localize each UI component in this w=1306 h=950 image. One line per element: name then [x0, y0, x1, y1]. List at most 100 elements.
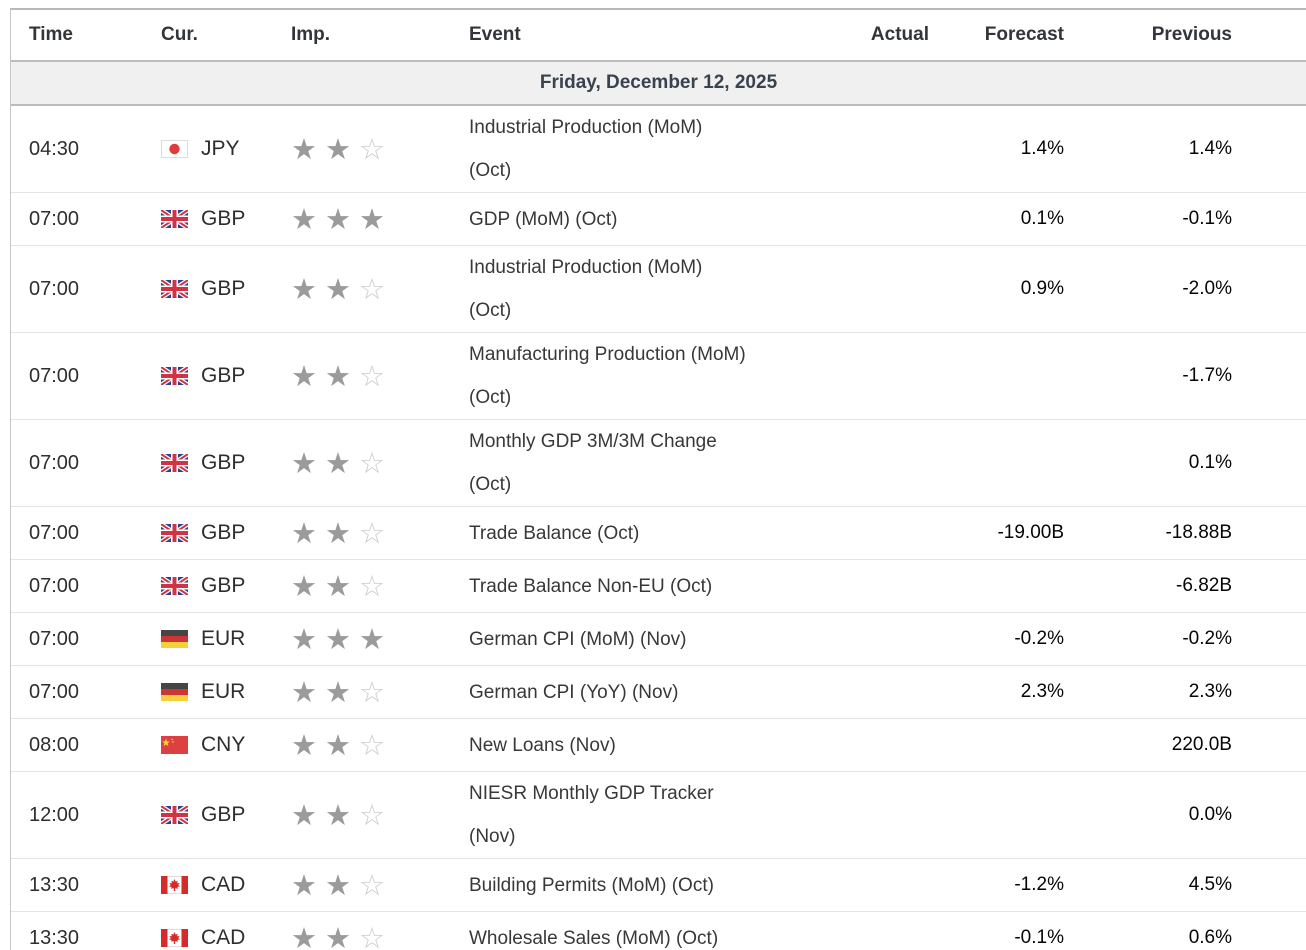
event-row[interactable]: 12:00 GBP ★ ★ ☆ NIESR Monthly GDP Tracker (…: [11, 772, 1306, 859]
event-row[interactable]: 07:00 GBP ★ ★ ★ GDP (MoM) (Oct) 0.1% -0.1%: [11, 193, 1306, 246]
event-title[interactable]: (Nov): [469, 826, 516, 847]
event-row[interactable]: 07:00 GBP ★ ★ ☆ Trade Balance (Oct) -19.00…: [11, 507, 1306, 560]
time-cell: 07:00: [29, 627, 80, 650]
currency-cell: GBP: [151, 574, 281, 598]
event-cell: Monthly GDP 3M/3M Change (Oct): [459, 420, 841, 506]
star-empty-icon: ☆: [359, 674, 385, 709]
event-cell: German CPI (YoY) (Nov): [459, 671, 841, 714]
event-title[interactable]: (Oct): [469, 474, 512, 495]
event-row[interactable]: 13:30 CAD ★ ★ ☆ Wholesale Sales (MoM) (Oct…: [11, 912, 1306, 950]
currency-cell: GBP: [151, 364, 281, 388]
event-title[interactable]: Trade Balance (Oct): [469, 522, 640, 544]
flag-de-icon: [161, 683, 188, 701]
event-title[interactable]: New Loans (Nov): [469, 734, 616, 756]
star-filled-icon: ★: [325, 515, 351, 550]
star-filled-icon: ★: [325, 445, 351, 480]
star-empty-icon: ☆: [359, 920, 385, 950]
event-row[interactable]: 13:30 CAD ★ ★ ☆ Building Permits (MoM) (Oc…: [11, 859, 1306, 912]
event-title[interactable]: Industrial Production (MoM): [469, 257, 703, 278]
forecast-cell: 0.1%: [1020, 208, 1064, 229]
star-empty-icon: ☆: [359, 727, 385, 762]
event-cell: New Loans (Nov): [459, 724, 841, 767]
currency-code: GBP: [201, 207, 246, 230]
currency-code: EUR: [201, 680, 246, 703]
star-empty-icon: ☆: [359, 797, 385, 832]
flag-gb-icon: [161, 367, 188, 385]
currency-cell: GBP: [151, 521, 281, 545]
forecast-cell: -19.00B: [997, 522, 1064, 543]
event-title[interactable]: NIESR Monthly GDP Tracker: [469, 783, 714, 804]
currency-cell: GBP: [151, 803, 281, 827]
star-filled-icon: ★: [325, 271, 351, 306]
time-cell: 07:00: [29, 364, 80, 387]
star-filled-icon: ★: [325, 568, 351, 603]
currency-cell: JPY: [151, 137, 281, 161]
currency-cell: CNY: [151, 733, 281, 757]
event-title[interactable]: (Oct): [469, 300, 512, 321]
star-filled-icon: ★: [291, 271, 317, 306]
event-row[interactable]: 07:00 EUR ★ ★ ☆ German CPI (YoY) (Nov) 2.3…: [11, 666, 1306, 719]
currency-code: GBP: [201, 364, 246, 387]
star-filled-icon: ★: [325, 358, 351, 393]
previous-cell: 0.6%: [1188, 927, 1232, 948]
event-title[interactable]: Building Permits (MoM) (Oct): [469, 874, 714, 896]
event-row[interactable]: 07:00 GBP ★ ★ ☆ Monthly GDP 3M/3M Change (O…: [11, 420, 1306, 507]
event-row[interactable]: 07:00 EUR ★ ★ ★ German CPI (MoM) (Nov) -0.…: [11, 613, 1306, 666]
flag-gb-icon: [161, 280, 188, 298]
event-title[interactable]: Industrial Production (MoM): [469, 117, 703, 138]
star-filled-icon: ★: [291, 515, 317, 550]
event-row[interactable]: 07:00 GBP ★ ★ ☆ Manufacturing Production (…: [11, 333, 1306, 420]
event-row[interactable]: 04:30 JPY ★ ★ ☆ Industrial Production (MoM…: [11, 106, 1306, 193]
event-cell: German CPI (MoM) (Nov): [459, 618, 841, 661]
star-filled-icon: ★: [325, 727, 351, 762]
previous-cell: -18.88B: [1165, 522, 1232, 543]
currency-code: CAD: [201, 926, 246, 949]
flag-gb-icon: [161, 806, 188, 824]
time-cell: 07:00: [29, 680, 80, 703]
time-cell: 07:00: [29, 521, 80, 544]
importance-stars: ★ ★ ☆: [281, 797, 459, 832]
currency-code: GBP: [201, 451, 246, 474]
event-cell: Industrial Production (MoM) (Oct): [459, 106, 841, 192]
previous-cell: -1.7%: [1182, 365, 1232, 386]
event-title[interactable]: Monthly GDP 3M/3M Change: [469, 431, 717, 452]
previous-cell: -6.82B: [1176, 575, 1232, 596]
star-filled-icon: ★: [291, 131, 317, 166]
event-title[interactable]: Manufacturing Production (MoM): [469, 344, 746, 365]
event-title[interactable]: (Oct): [469, 387, 512, 408]
star-empty-icon: ☆: [359, 568, 385, 603]
star-filled-icon: ★: [291, 358, 317, 393]
forecast-cell: -1.2%: [1014, 874, 1064, 895]
flag-de-icon: [161, 630, 188, 648]
importance-stars: ★ ★ ☆: [281, 271, 459, 306]
currency-cell: GBP: [151, 451, 281, 475]
event-title[interactable]: German CPI (YoY) (Nov): [469, 681, 679, 703]
event-title[interactable]: German CPI (MoM) (Nov): [469, 628, 687, 650]
event-cell: NIESR Monthly GDP Tracker (Nov): [459, 772, 841, 858]
time-cell: 12:00: [29, 803, 80, 826]
previous-cell: 0.1%: [1188, 452, 1232, 473]
star-filled-icon: ★: [291, 621, 317, 656]
event-row[interactable]: 08:00 CNY ★ ★ ☆ New Loans (Nov) 220.0B: [11, 719, 1306, 772]
currency-cell: GBP: [151, 277, 281, 301]
event-row[interactable]: 07:00 GBP ★ ★ ☆ Trade Balance Non-EU (Oct)…: [11, 560, 1306, 613]
event-row[interactable]: 07:00 GBP ★ ★ ☆ Industrial Production (MoM…: [11, 246, 1306, 333]
time-cell: 07:00: [29, 451, 80, 474]
event-title[interactable]: Trade Balance Non-EU (Oct): [469, 575, 713, 597]
event-title[interactable]: Wholesale Sales (MoM) (Oct): [469, 927, 719, 949]
currency-code: CNY: [201, 733, 246, 756]
event-cell: Wholesale Sales (MoM) (Oct): [459, 917, 841, 950]
star-filled-icon: ★: [291, 568, 317, 603]
star-filled-icon: ★: [325, 621, 351, 656]
column-header-forecast: Forecast: [984, 24, 1064, 45]
flag-jp-icon: [161, 140, 188, 158]
table-header-row: Time Cur. Imp. Event Actual Forecast Pre…: [11, 10, 1306, 60]
column-header-event: Event: [469, 24, 521, 45]
date-header-label: Friday, December 12, 2025: [539, 72, 778, 93]
importance-stars: ★ ★ ☆: [281, 674, 459, 709]
event-title[interactable]: GDP (MoM) (Oct): [469, 208, 618, 230]
flag-gb-icon: [161, 524, 188, 542]
event-title[interactable]: (Oct): [469, 160, 512, 181]
currency-code: GBP: [201, 803, 246, 826]
previous-cell: 4.5%: [1188, 874, 1232, 895]
